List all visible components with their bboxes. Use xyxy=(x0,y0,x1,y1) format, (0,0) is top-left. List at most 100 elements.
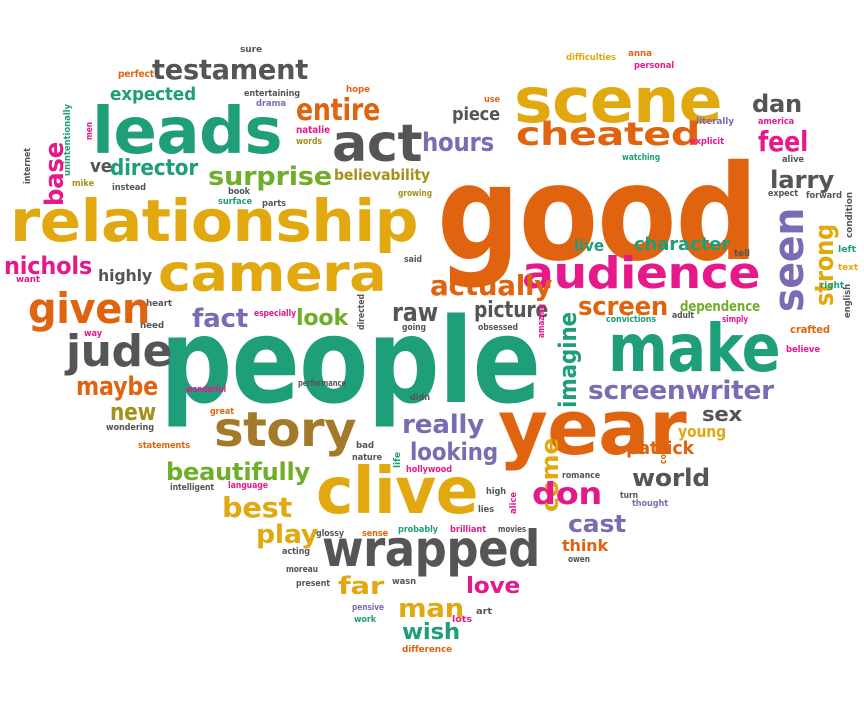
word-heart: heart xyxy=(146,299,173,309)
word-thought: thought xyxy=(632,499,669,509)
word-america: america xyxy=(758,117,794,127)
word-larry: larry xyxy=(770,166,834,194)
word-ve: ve xyxy=(90,156,112,177)
word-live: live xyxy=(574,236,605,255)
word-look: look xyxy=(296,306,348,331)
word-lies: lies xyxy=(478,505,495,515)
word-strong: strong xyxy=(810,223,840,306)
word-sure: sure xyxy=(240,45,262,55)
word-condition: condition xyxy=(845,191,855,238)
word-words: words xyxy=(296,137,322,147)
word-screen: screen xyxy=(578,292,668,322)
word-jude: jude xyxy=(66,326,172,377)
word-life: life xyxy=(393,451,403,468)
word-sex: sex xyxy=(702,402,743,426)
word-don: don xyxy=(532,477,602,512)
word-said: said xyxy=(404,255,422,265)
word-year: year xyxy=(498,383,687,472)
word-looking: looking xyxy=(410,438,498,466)
word-difficulties: difficulties xyxy=(566,53,617,63)
word-cast: cast xyxy=(568,510,626,538)
word-explicit: explicit xyxy=(690,137,725,147)
word-character: character xyxy=(634,234,730,255)
word-sense: sense xyxy=(362,529,389,539)
word-great: great xyxy=(210,407,234,417)
word-world: world xyxy=(632,464,710,492)
word-surprise: surprise xyxy=(208,162,332,192)
word-expected: expected xyxy=(110,84,196,105)
word-testament: testament xyxy=(152,53,308,86)
word-turn: turn xyxy=(620,491,639,501)
word-dan: dan xyxy=(752,90,802,118)
word-director: director xyxy=(110,156,199,181)
word-piece: piece xyxy=(452,104,500,125)
word-believe: believe xyxy=(786,345,821,355)
word-man: man xyxy=(398,594,464,624)
word-parts: parts xyxy=(262,199,286,209)
word-acting: acting xyxy=(282,547,310,557)
word-growing: growing xyxy=(398,189,433,199)
word-left: left xyxy=(838,245,857,255)
word-believability: believability xyxy=(334,166,430,184)
word-wonderful: wonderful xyxy=(186,385,226,395)
word-tell: tell xyxy=(734,249,751,259)
word-literally: literally xyxy=(696,117,734,127)
word-expect: expect xyxy=(768,189,799,199)
word-bad: bad xyxy=(356,441,374,451)
word-play: play xyxy=(256,520,318,550)
word-far: far xyxy=(338,572,384,600)
word-wasn: wasn xyxy=(392,577,416,587)
word-glossy: glossy xyxy=(316,529,344,539)
word-perfect: perfect xyxy=(118,69,155,80)
word-people: people xyxy=(160,292,541,430)
word-given: given xyxy=(28,284,150,333)
word-story: story xyxy=(214,402,356,458)
word-natalie: natalie xyxy=(296,125,331,136)
word-end: end xyxy=(536,245,552,255)
word-going: going xyxy=(402,323,426,333)
word-book: book xyxy=(228,187,250,197)
word-brilliant: brilliant xyxy=(450,525,486,535)
word-present: present xyxy=(296,579,330,589)
word-language: language xyxy=(228,481,268,491)
word-way: way xyxy=(84,329,103,339)
word-entire: entire xyxy=(296,93,381,128)
word-wrapped: wrapped xyxy=(322,520,540,578)
word-highly: highly xyxy=(98,266,152,285)
word-scene: scene xyxy=(514,64,723,137)
word-crafted: crafted xyxy=(790,323,830,336)
word-cheated: cheated xyxy=(516,115,700,153)
word-act: act xyxy=(332,114,423,174)
word-alive: alive xyxy=(782,155,805,165)
word-feel: feel xyxy=(758,125,809,158)
word-movies: movies xyxy=(498,525,526,535)
word-high: high xyxy=(486,487,507,497)
word-relationship: relationship xyxy=(10,187,419,255)
word-use: use xyxy=(484,95,501,105)
word-make: make xyxy=(608,310,781,387)
word-screenwriter: screenwriter xyxy=(588,376,774,406)
word-drama: drama xyxy=(256,99,286,109)
word-pensive: pensive xyxy=(352,603,385,613)
word-personal: personal xyxy=(634,61,674,71)
word-lots: lots xyxy=(452,615,473,625)
word-especially: especially xyxy=(254,309,296,319)
word-want: want xyxy=(16,275,41,285)
word-instead: instead xyxy=(112,183,146,193)
word-best: best xyxy=(222,491,293,524)
word-unintentionally: unintentionally xyxy=(63,104,73,176)
word-art: art xyxy=(476,607,493,617)
word-owen: owen xyxy=(568,555,590,565)
word-wondering: wondering xyxy=(106,423,154,433)
word-nature: nature xyxy=(352,453,383,463)
word-hope: hope xyxy=(346,85,370,95)
word-young: young xyxy=(678,422,727,441)
word-really: really xyxy=(402,410,485,440)
word-statements: statements xyxy=(138,441,191,451)
word-men: men xyxy=(85,122,95,140)
word-anna: anna xyxy=(628,49,652,59)
word-adult: adult xyxy=(672,311,694,321)
word-internet: internet xyxy=(23,148,33,184)
word-new: new xyxy=(110,398,157,426)
